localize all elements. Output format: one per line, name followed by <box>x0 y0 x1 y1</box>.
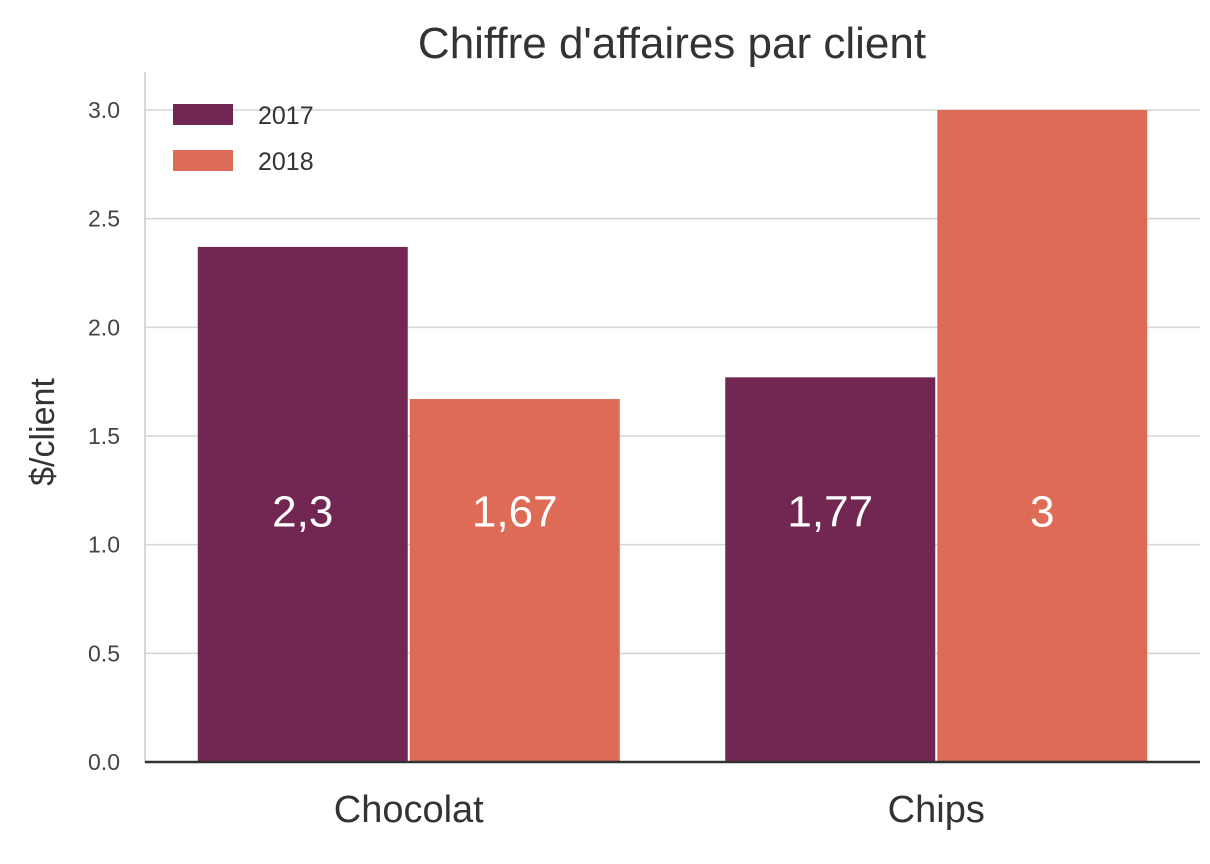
y-tick-label: 0.0 <box>88 749 120 775</box>
y-tick-label: 3.0 <box>88 97 120 123</box>
legend: 2017 2018 <box>173 102 314 176</box>
legend-swatch-2018 <box>173 150 233 171</box>
bars <box>197 110 1148 763</box>
bar-2018-chocolat <box>409 399 620 762</box>
bar-value-label: 2,3 <box>272 488 333 537</box>
x-tick-label: Chocolat <box>334 789 484 831</box>
bar-value-label: 1,67 <box>472 488 558 537</box>
x-tick-labels: Chocolat Chips <box>334 789 985 831</box>
bar-labels: 2,3 1,67 1,77 3 <box>272 488 1054 537</box>
bar-value-label: 3 <box>1030 488 1054 537</box>
x-tick-label: Chips <box>888 789 985 831</box>
legend-label: 2018 <box>258 148 314 176</box>
legend-swatch-2017 <box>173 104 233 125</box>
bar-2017-chips <box>725 377 936 762</box>
bar-2017-chocolat <box>197 246 408 763</box>
legend-label: 2017 <box>258 102 314 130</box>
y-tick-label: 0.5 <box>88 640 120 666</box>
y-tick-label: 2.0 <box>88 314 120 340</box>
y-tick-label: 1.0 <box>88 532 120 558</box>
y-tick-labels: 0.0 0.5 1.0 1.5 2.0 2.5 3.0 <box>88 97 120 775</box>
chart-title: Chiffre d'affaires par client <box>418 19 926 68</box>
bar-value-label: 1,77 <box>787 488 873 537</box>
y-tick-label: 2.5 <box>88 206 120 232</box>
bar-2018-chips <box>937 110 1148 762</box>
y-axis-label: $/client <box>24 378 62 486</box>
y-tick-label: 1.5 <box>88 423 120 449</box>
